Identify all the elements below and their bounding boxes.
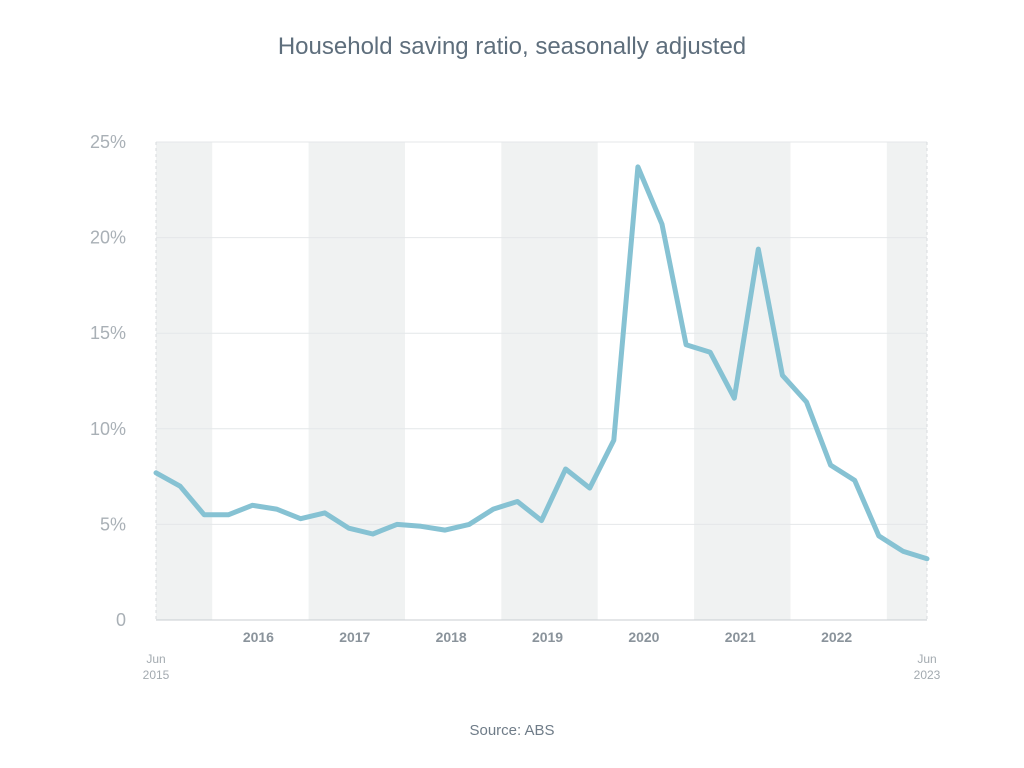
data-point: [563, 466, 568, 471]
data-point: [250, 503, 255, 508]
data-point: [298, 516, 303, 521]
shaded-band-3: [694, 142, 791, 620]
y-tick-label: 5%: [100, 514, 126, 534]
x-tick-label-2016: 2016: [243, 629, 274, 645]
x-edge-label-end: 2023: [914, 668, 941, 682]
data-point: [900, 549, 905, 554]
x-tick-label-2018: 2018: [436, 629, 467, 645]
shaded-band-1: [308, 142, 405, 620]
x-edge-label-start: Jun: [146, 652, 165, 666]
shaded-band-2: [501, 142, 598, 620]
data-point: [394, 522, 399, 527]
data-point: [876, 533, 881, 538]
data-point: [370, 531, 375, 536]
data-point: [732, 396, 737, 401]
data-point: [804, 400, 809, 405]
data-point: [925, 556, 930, 561]
data-point: [443, 528, 448, 533]
data-point: [708, 350, 713, 355]
data-point: [154, 470, 159, 475]
x-tick-label-2022: 2022: [821, 629, 852, 645]
data-point: [346, 526, 351, 531]
y-tick-label: 10%: [90, 419, 126, 439]
x-tick-label-2017: 2017: [339, 629, 370, 645]
chart-title: Household saving ratio, seasonally adjus…: [277, 33, 747, 60]
data-point: [852, 478, 857, 483]
saving-ratio-line: [153, 164, 930, 562]
x-tick-label-2020: 2020: [628, 629, 659, 645]
data-point: [828, 463, 833, 468]
data-point: [202, 512, 207, 517]
data-point: [226, 512, 231, 517]
data-point: [659, 222, 664, 227]
data-point: [684, 342, 689, 347]
data-point: [780, 373, 785, 378]
data-point: [419, 524, 424, 529]
data-point: [539, 518, 544, 523]
source-note: Source: ABS: [469, 722, 555, 739]
x-tick-label-2021: 2021: [725, 629, 756, 645]
data-point: [756, 247, 761, 252]
x-tick-label-2019: 2019: [532, 629, 563, 645]
y-tick-label: 20%: [90, 228, 126, 248]
data-point: [587, 486, 592, 491]
y-axis: 0 5% 10% 15% 20% 25%: [90, 132, 126, 630]
data-point: [611, 438, 616, 443]
data-point: [491, 507, 496, 512]
data-point: [467, 522, 472, 527]
shaded-bands: [156, 142, 927, 620]
shaded-band-4: [886, 142, 927, 620]
shaded-band-0: [156, 142, 213, 620]
x-edge-label-start: 2015: [143, 668, 170, 682]
y-tick-label: 15%: [90, 323, 126, 343]
x-edge-label-end: Jun: [917, 652, 936, 666]
y-tick-label: 0: [116, 610, 126, 630]
gridlines: [155, 141, 928, 621]
data-point: [178, 484, 183, 489]
y-tick-label: 25%: [90, 132, 126, 152]
x-axis: 2016 2017 2018 2019 2020 2021 2022 Jun 2015 Jun 20…: [143, 629, 941, 682]
data-point: [635, 164, 640, 169]
data-point: [274, 507, 279, 512]
data-point: [322, 510, 327, 515]
data-point: [515, 499, 520, 504]
